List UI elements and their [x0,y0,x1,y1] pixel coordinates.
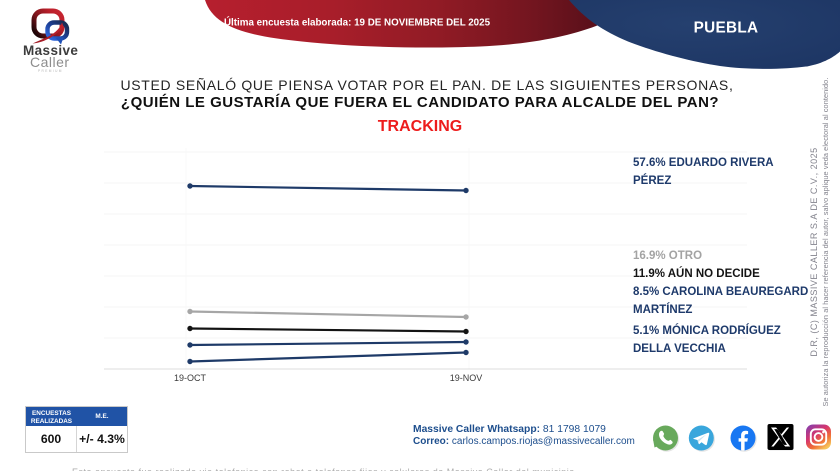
svg-text:Massive: Massive [23,43,78,58]
svg-text:19-NOV: 19-NOV [450,373,483,383]
svg-text:Última encuesta elaborada: 19: Última encuesta elaborada: 19 DE NOVIEMB… [224,17,491,29]
svg-text:D.R, (C) MASSIVE CALLER S.A DE: D.R, (C) MASSIVE CALLER S.A DE C.V., 202… [809,147,819,356]
svg-text:PUEBLA: PUEBLA [694,20,759,37]
svg-text:Se autoriza la reproducción al: Se autoriza la reproducción al hacer ref… [821,78,830,407]
svg-text:Caller: Caller [30,54,70,70]
svg-text:19-OCT: 19-OCT [174,373,207,383]
svg-text:PREMIUM: PREMIUM [38,69,63,73]
